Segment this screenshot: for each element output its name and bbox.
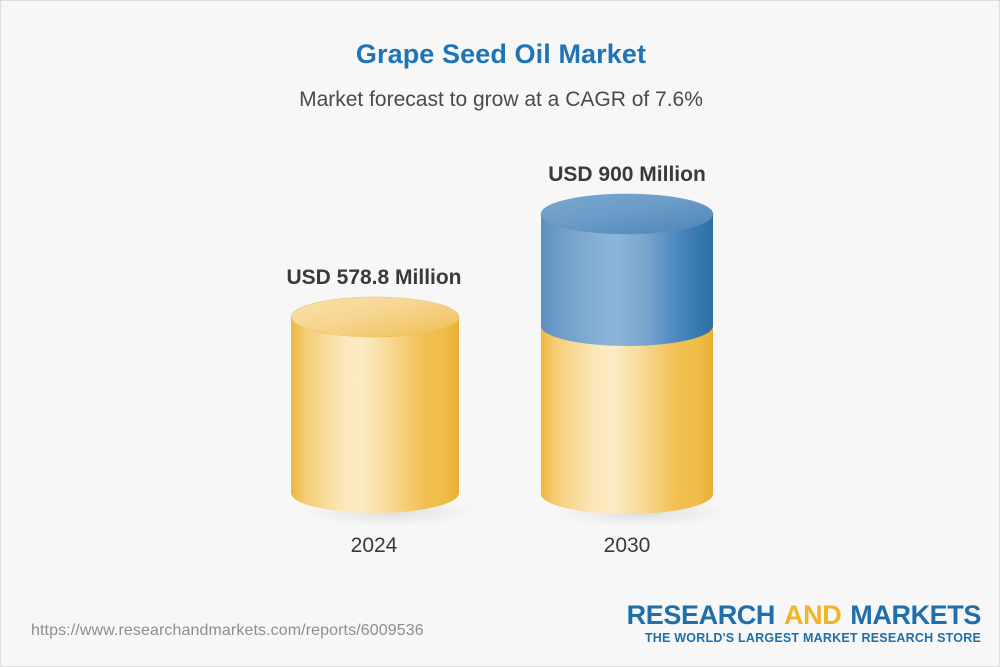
chart-subtitle: Market forecast to grow at a CAGR of 7.6…: [299, 88, 703, 111]
category-label-2024: 2024: [350, 534, 398, 557]
plot-area: USD 578.8 Million: [1, 1, 1000, 601]
logo-word-and: AND: [784, 600, 842, 630]
cylinder-body-2024: [291, 317, 459, 513]
cylinder-top-rim-2024: [290, 296, 460, 338]
logo-word-research: RESEARCH: [626, 600, 776, 630]
logo-wordmark: RESEARCH AND MARKETS: [626, 600, 982, 630]
cylinder-top-rim-2030: [540, 193, 714, 235]
logo-word-markets: MARKETS: [850, 600, 981, 630]
cylinder-segment-base-2030: [541, 326, 713, 514]
cylinder-bar-2024: [290, 296, 471, 527]
category-label-2030: 2030: [603, 534, 651, 557]
cylinder-top-2030: [541, 194, 713, 234]
value-label-2024: USD 578.8 Million: [286, 266, 462, 289]
value-label-2030: USD 900 Million: [548, 163, 706, 186]
cylinder-top-2024: [291, 297, 459, 337]
logo-tagline: THE WORLD'S LARGEST MARKET RESEARCH STOR…: [644, 631, 981, 646]
source-url[interactable]: https://www.researchandmarkets.com/repor…: [31, 622, 424, 639]
cylinder-bar-2030: [540, 193, 726, 528]
cylinder-segment-top-2030: [541, 214, 713, 346]
brand-logo[interactable]: RESEARCH AND MARKETS THE WORLD'S LARGEST M…: [626, 600, 982, 646]
page-title: Grape Seed Oil Market: [355, 39, 647, 69]
